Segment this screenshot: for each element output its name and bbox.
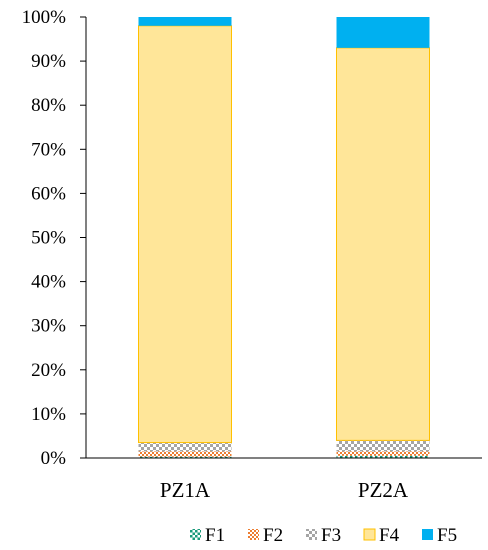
legend-item-f3: F3	[306, 525, 341, 546]
bar-segment-f2-pz1a	[138, 451, 232, 457]
y-tick-label: 90%	[31, 51, 66, 72]
x-tick-label: PZ1A	[160, 478, 211, 502]
legend-item-f1: F1	[190, 525, 225, 546]
x-tick-label: PZ2A	[358, 478, 409, 502]
bar-segment-f1-pz1a	[138, 456, 232, 458]
bar-segment-f4-pz2a	[336, 47, 430, 441]
legend-item-f2: F2	[248, 525, 283, 546]
bar-segment-f3-pz2a	[336, 440, 430, 452]
bar-stacks	[138, 17, 430, 458]
x-axis-tick-labels: PZ1A PZ2A	[160, 478, 409, 502]
y-tick-label: 50%	[31, 228, 66, 249]
y-tick-label: 30%	[31, 316, 66, 337]
legend-label: F2	[263, 525, 283, 546]
bar-segment-f5-pz2a	[336, 17, 430, 48]
legend-label: F1	[205, 525, 225, 546]
y-tick-label: 40%	[31, 272, 66, 293]
y-axis-ticks	[80, 16, 86, 459]
legend-swatch	[422, 529, 433, 540]
y-tick-label: 20%	[31, 360, 66, 381]
y-tick-label: 70%	[31, 139, 66, 160]
bar-segment-f1-pz2a	[336, 455, 430, 458]
legend-swatch	[248, 529, 259, 540]
y-tick-label: 0%	[41, 448, 67, 469]
bar-segment-f5-pz1a	[138, 17, 232, 26]
bar-segment-f2-pz2a	[336, 451, 430, 456]
y-tick-label: 100%	[22, 7, 67, 28]
legend-label: F4	[379, 525, 400, 546]
legend-swatch	[190, 529, 201, 540]
bar-segment-f4-pz1a	[138, 25, 232, 444]
legend-swatch	[363, 528, 376, 541]
legend-item-f5: F5	[422, 525, 457, 546]
legend-swatch	[306, 529, 317, 540]
y-tick-label: 10%	[31, 404, 66, 425]
y-axis-tick-labels: 0% 10% 20% 30% 40% 50% 60% 70% 80% 90% 100%	[22, 7, 67, 469]
legend-item-f4: F4	[363, 525, 400, 546]
legend-label: F3	[321, 525, 341, 546]
legend-label: F5	[437, 525, 457, 546]
y-tick-label: 80%	[31, 95, 66, 116]
y-tick-label: 60%	[31, 183, 66, 204]
legend: F1 F2 F3 F4 F5	[190, 525, 457, 546]
bar-segment-f3-pz1a	[138, 442, 232, 452]
